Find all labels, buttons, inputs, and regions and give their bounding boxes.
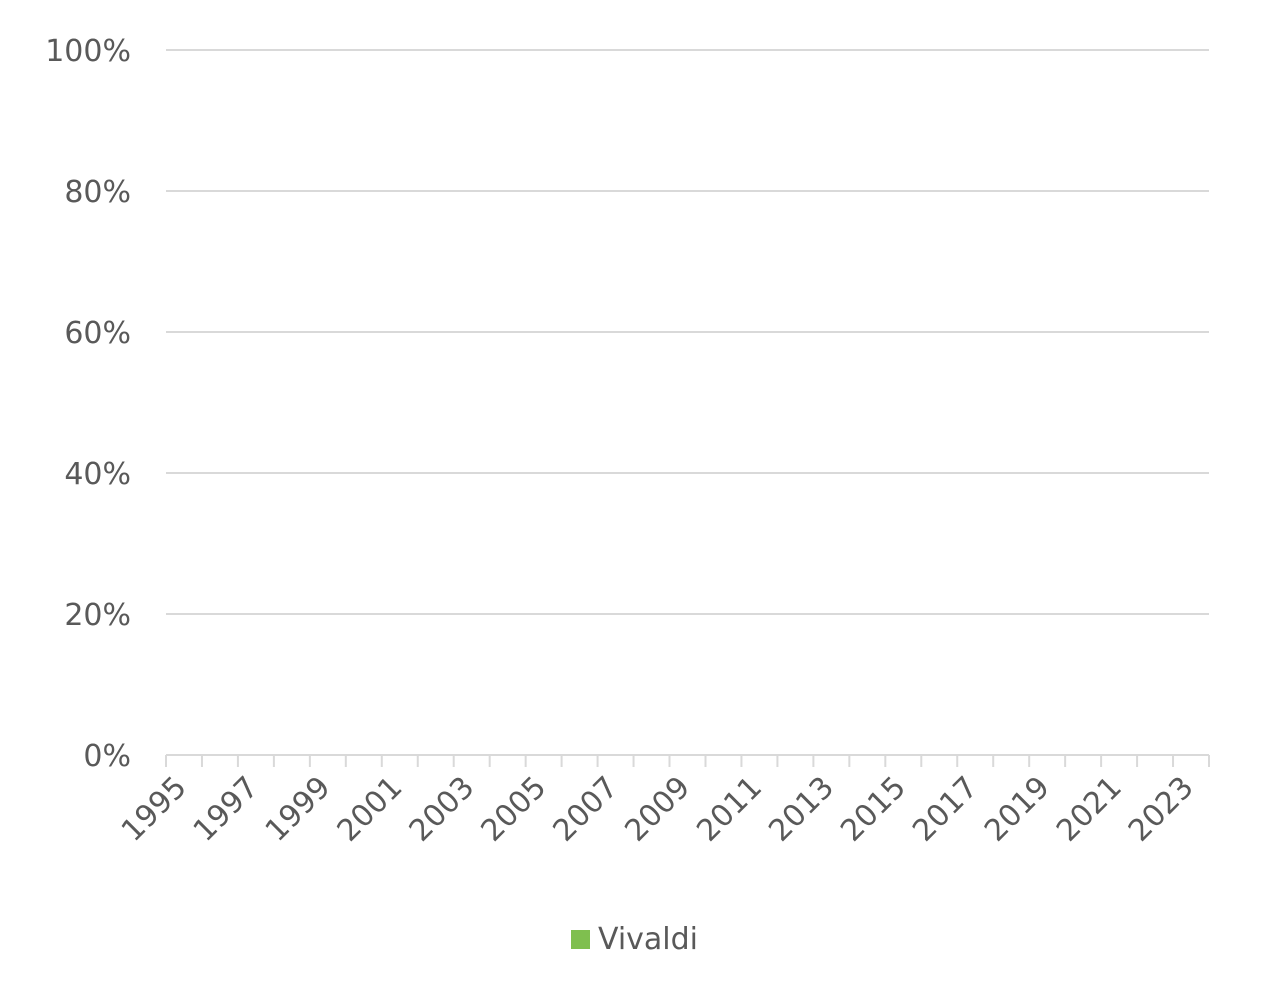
x-tick-label: 2001: [331, 770, 410, 849]
legend-label-vivaldi: Vivaldi: [597, 922, 699, 957]
x-tick-label: 1997: [187, 770, 266, 849]
x-tick-label: 2003: [403, 770, 482, 849]
x-tick-label: 2005: [475, 770, 554, 849]
gridlines: [166, 49, 1209, 615]
x-tick-label: 1999: [259, 770, 338, 849]
y-tick-label: 40%: [64, 457, 131, 492]
legend: Vivaldi: [0, 922, 1269, 957]
x-tick-label: 2015: [834, 770, 913, 849]
x-tick-label: 2021: [1050, 770, 1129, 849]
x-axis: [165, 754, 1210, 767]
x-axis-labels: 1995199719992001200320052007200920112013…: [115, 770, 1201, 849]
x-tick-label: 2009: [618, 770, 697, 849]
y-tick-label: 100%: [45, 34, 131, 69]
y-tick-label: 80%: [64, 175, 131, 210]
x-tick-label: 2011: [690, 770, 769, 849]
x-tick-label: 1995: [115, 770, 194, 849]
y-axis-labels: 0% 20% 40% 60% 80% 100%: [45, 34, 131, 774]
y-tick-label: 20%: [64, 598, 131, 633]
x-tick-label: 2007: [546, 770, 625, 849]
x-tick-label: 2013: [762, 770, 841, 849]
y-tick-label: 60%: [64, 316, 131, 351]
x-tick-label: 2023: [1122, 770, 1201, 849]
x-tick-label: 2019: [978, 770, 1057, 849]
y-tick-label: 0%: [83, 739, 131, 774]
legend-swatch-vivaldi: [570, 930, 590, 949]
x-tick-label: 2017: [906, 770, 985, 849]
